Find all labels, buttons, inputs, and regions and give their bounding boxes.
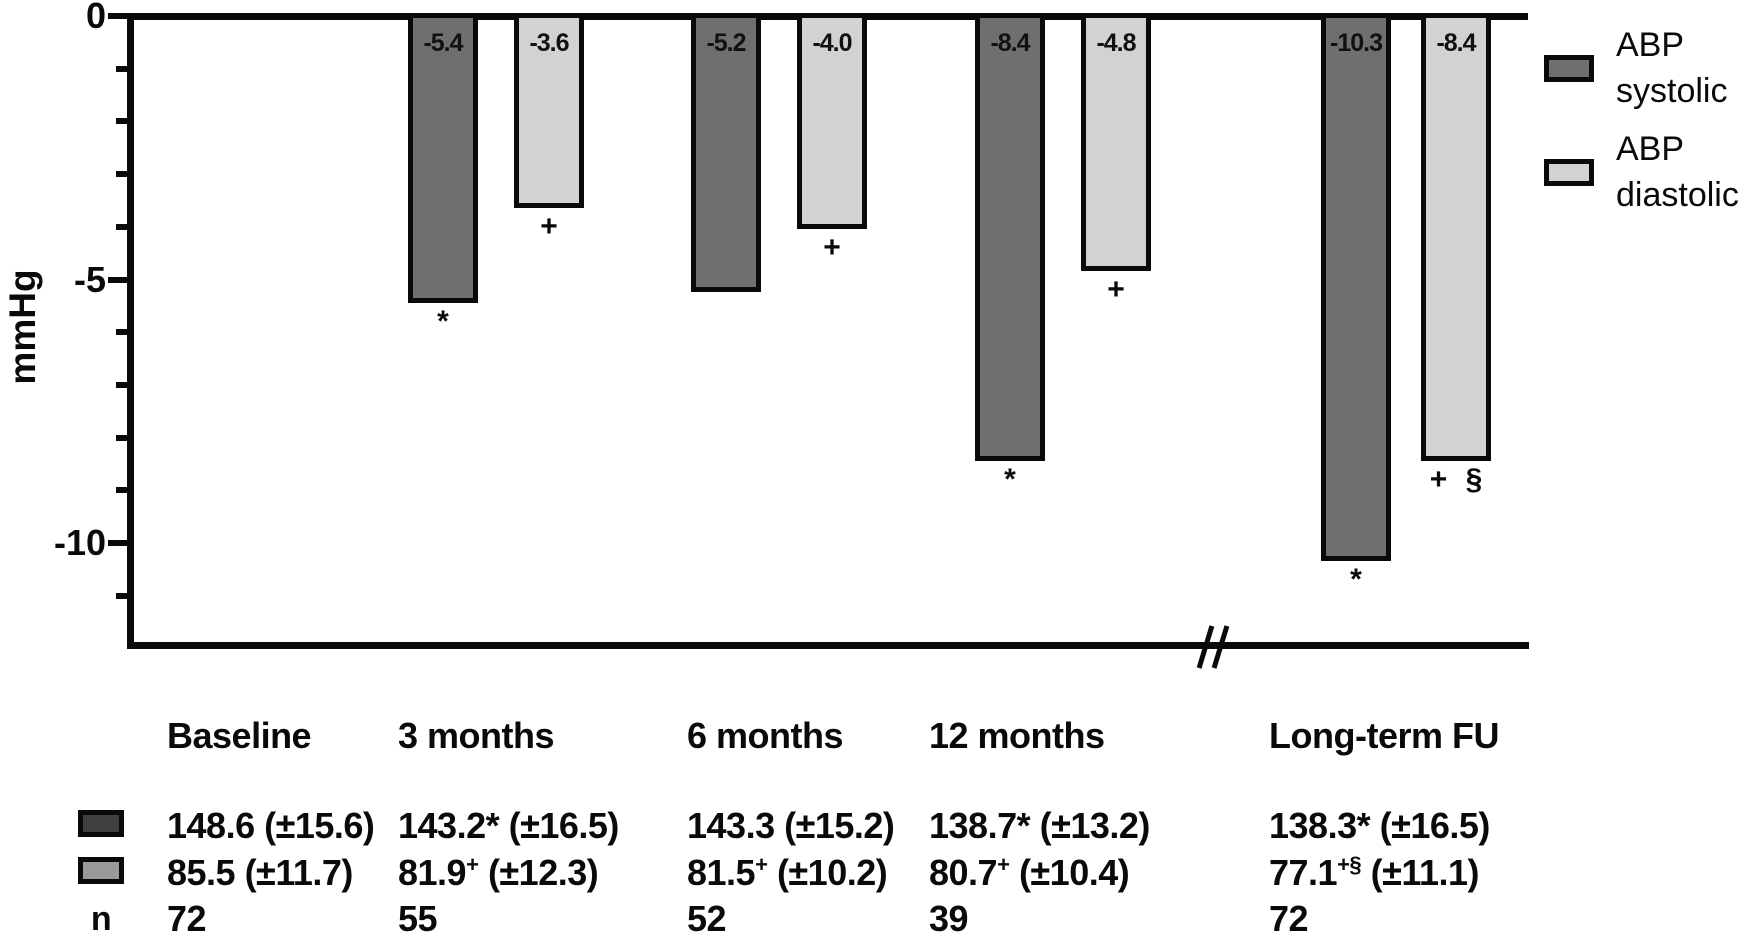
- table-cell-systolic: 138.7* (±13.2): [929, 805, 1150, 846]
- table-column-header: 3 months: [398, 715, 555, 756]
- bar-value-label: -4.8: [1096, 29, 1136, 57]
- chart-area: mmHg 0 -5 -10 -5.4 * -5.2 -8.4 * -10.3 * -3.6 + -4.0…: [2, 0, 1739, 669]
- table-swatch-diastolic: [78, 857, 124, 884]
- bar-diastolic-3-months: -3.6: [514, 13, 584, 208]
- y-tick-minor: [116, 223, 127, 230]
- legend-label-line: ABP: [1616, 26, 1685, 64]
- table-cell-n: 72: [167, 898, 207, 939]
- table-column-header: Long-term FU: [1269, 715, 1499, 756]
- bar-systolic-12-months: -8.4: [975, 13, 1045, 461]
- y-tick-minor: [116, 171, 127, 178]
- significance-marker: +: [1107, 273, 1125, 306]
- y-tick-label: 0: [85, 0, 106, 36]
- bar-value-label: -8.4: [1436, 29, 1476, 57]
- legend-entry-systolic: ABP systolic: [1544, 22, 1727, 114]
- significance-marker: +: [823, 231, 841, 264]
- bar-value-label: -10.3: [1330, 29, 1383, 57]
- bar-systolic-6-months: -5.2: [691, 13, 761, 292]
- table-cell-diastolic: 77.1+§ (±11.1): [1269, 852, 1480, 893]
- bar-value-label: -5.2: [706, 29, 746, 57]
- table-cell-n: 52: [687, 898, 727, 939]
- summary-table: n Baseline 148.6 (±15.6) 85.5 (±11.7) 72 3 mo…: [0, 700, 1750, 941]
- bar-value-label: -8.4: [990, 29, 1030, 57]
- table-cell-diastolic: 81.5+ (±10.2): [687, 852, 888, 893]
- y-tick-minor: [116, 487, 127, 494]
- significance-marker: + §: [1429, 463, 1483, 496]
- n-row-label: n: [90, 900, 112, 938]
- table-column-header: 6 months: [687, 715, 844, 756]
- bar-value-label: -4.0: [812, 29, 852, 57]
- y-axis-line: [127, 13, 134, 649]
- table-cell-diastolic: 80.7+ (±10.4): [929, 852, 1130, 893]
- y-tick-minor: [116, 381, 127, 388]
- bar-systolic-3-months: -5.4: [408, 13, 478, 303]
- legend-label: ABP diastolic: [1616, 126, 1739, 218]
- table-cell-systolic: 148.6 (±15.6): [167, 805, 375, 846]
- legend-swatch-diastolic-icon: [1544, 158, 1594, 186]
- legend-label: ABP systolic: [1616, 22, 1727, 114]
- y-tick-minor: [116, 329, 127, 336]
- bar-value-label: -3.6: [529, 29, 569, 57]
- y-tick-major: [108, 276, 127, 283]
- legend-entry-diastolic: ABP diastolic: [1544, 126, 1739, 218]
- y-tick-minor: [116, 434, 127, 441]
- y-tick-label: -10: [53, 522, 106, 563]
- table-cell-diastolic: 81.9+ (±12.3): [398, 852, 599, 893]
- table-swatch-systolic: [78, 810, 124, 837]
- y-tick-minor: [116, 118, 127, 125]
- legend-label-line: diastolic: [1616, 176, 1739, 214]
- legend-swatch-systolic-icon: [1544, 54, 1594, 82]
- table-cell-n: 55: [398, 898, 438, 939]
- table-column-header: Baseline: [167, 715, 312, 756]
- table-cell-n: 39: [929, 898, 969, 939]
- table-cell-systolic: 143.2* (±16.5): [398, 805, 619, 846]
- bar-systolic-long-term-fu: -10.3: [1321, 13, 1391, 561]
- legend-label-line: ABP: [1616, 130, 1685, 168]
- table-cell-systolic: 143.3 (±15.2): [687, 805, 895, 846]
- bar-diastolic-12-months: -4.8: [1081, 13, 1151, 271]
- bar-value-label: -5.4: [423, 29, 463, 57]
- y-tick-minor: [116, 592, 127, 599]
- bar-diastolic-6-months: -4.0: [797, 13, 867, 229]
- significance-marker: *: [1004, 463, 1016, 496]
- significance-marker: *: [1350, 563, 1362, 596]
- table-cell-diastolic: 85.5 (±11.7): [167, 852, 353, 893]
- legend-label-line: systolic: [1616, 72, 1728, 110]
- table-column-header: 12 months: [929, 715, 1105, 756]
- table-cell-n: 72: [1269, 898, 1309, 939]
- table-cell-systolic: 138.3* (±16.5): [1269, 805, 1490, 846]
- y-tick-major: [108, 13, 127, 19]
- bar-diastolic-long-term-fu: -8.4: [1421, 13, 1491, 461]
- x-axis-bottom-line: [127, 642, 1529, 649]
- y-tick-minor: [116, 65, 127, 72]
- significance-marker: +: [540, 210, 558, 243]
- y-tick-label: -5: [73, 258, 106, 300]
- y-tick-major: [108, 540, 127, 546]
- significance-marker: *: [437, 305, 449, 338]
